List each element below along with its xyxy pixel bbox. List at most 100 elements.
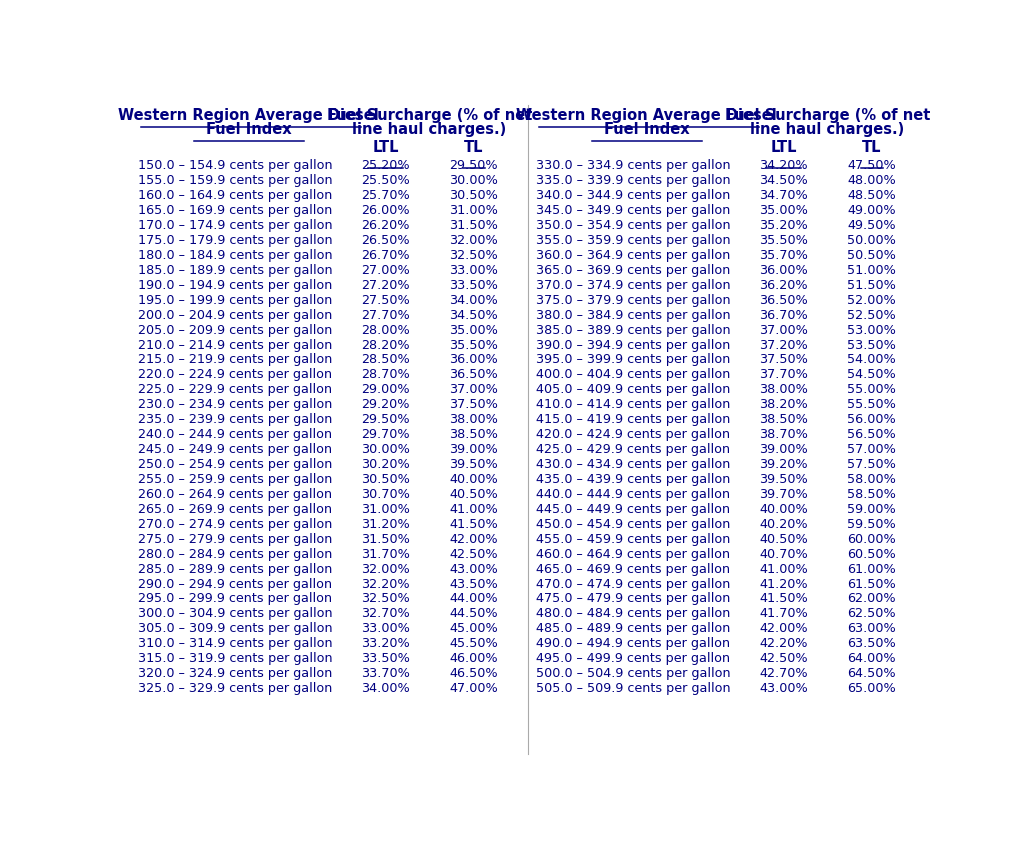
Text: 28.70%: 28.70% bbox=[362, 368, 410, 381]
Text: 31.70%: 31.70% bbox=[362, 548, 410, 561]
Text: 215.0 – 219.9 cents per gallon: 215.0 – 219.9 cents per gallon bbox=[138, 353, 333, 367]
Text: 46.00%: 46.00% bbox=[450, 652, 498, 665]
Text: 35.00%: 35.00% bbox=[759, 204, 808, 217]
Text: 31.50%: 31.50% bbox=[362, 533, 410, 545]
Text: 28.50%: 28.50% bbox=[362, 353, 410, 367]
Text: 350.0 – 354.9 cents per gallon: 350.0 – 354.9 cents per gallon bbox=[536, 219, 730, 232]
Text: 27.20%: 27.20% bbox=[362, 279, 410, 292]
Text: 190.0 – 194.9 cents per gallon: 190.0 – 194.9 cents per gallon bbox=[138, 279, 333, 292]
Text: 37.70%: 37.70% bbox=[759, 368, 808, 381]
Text: 405.0 – 409.9 cents per gallon: 405.0 – 409.9 cents per gallon bbox=[536, 383, 730, 397]
Text: 63.00%: 63.00% bbox=[847, 622, 897, 636]
Text: 34.00%: 34.00% bbox=[450, 294, 498, 306]
Text: Fuel Index: Fuel Index bbox=[604, 122, 689, 137]
Text: 440.0 – 444.9 cents per gallon: 440.0 – 444.9 cents per gallon bbox=[536, 488, 730, 501]
Text: 40.20%: 40.20% bbox=[759, 517, 807, 531]
Text: 62.50%: 62.50% bbox=[847, 608, 897, 620]
Text: 31.00%: 31.00% bbox=[362, 503, 410, 516]
Text: 53.00%: 53.00% bbox=[847, 323, 897, 337]
Text: 48.00%: 48.00% bbox=[847, 174, 897, 187]
Text: 57.00%: 57.00% bbox=[847, 443, 897, 456]
Text: 300.0 – 304.9 cents per gallon: 300.0 – 304.9 cents per gallon bbox=[138, 608, 333, 620]
Text: Fuel Surcharge (% of net: Fuel Surcharge (% of net bbox=[724, 108, 929, 123]
Text: 175.0 – 179.9 cents per gallon: 175.0 – 179.9 cents per gallon bbox=[138, 234, 333, 247]
Text: 35.20%: 35.20% bbox=[759, 219, 808, 232]
Text: 51.00%: 51.00% bbox=[847, 264, 897, 277]
Text: 36.00%: 36.00% bbox=[759, 264, 808, 277]
Text: 310.0 – 314.9 cents per gallon: 310.0 – 314.9 cents per gallon bbox=[138, 637, 333, 650]
Text: 455.0 – 459.9 cents per gallon: 455.0 – 459.9 cents per gallon bbox=[536, 533, 730, 545]
Text: 29.50%: 29.50% bbox=[450, 159, 498, 172]
Text: 480.0 – 484.9 cents per gallon: 480.0 – 484.9 cents per gallon bbox=[536, 608, 730, 620]
Text: 42.00%: 42.00% bbox=[450, 533, 498, 545]
Text: 34.70%: 34.70% bbox=[759, 189, 808, 203]
Text: 25.70%: 25.70% bbox=[362, 189, 410, 203]
Text: Fuel Surcharge (% of net: Fuel Surcharge (% of net bbox=[327, 108, 532, 123]
Text: 360.0 – 364.9 cents per gallon: 360.0 – 364.9 cents per gallon bbox=[536, 248, 730, 262]
Text: 45.50%: 45.50% bbox=[450, 637, 498, 650]
Text: 53.50%: 53.50% bbox=[847, 339, 897, 351]
Text: 50.00%: 50.00% bbox=[847, 234, 897, 247]
Text: 32.50%: 32.50% bbox=[450, 248, 498, 262]
Text: 33.50%: 33.50% bbox=[450, 279, 498, 292]
Text: 29.50%: 29.50% bbox=[362, 414, 410, 426]
Text: 31.20%: 31.20% bbox=[362, 517, 410, 531]
Text: 165.0 – 169.9 cents per gallon: 165.0 – 169.9 cents per gallon bbox=[138, 204, 333, 217]
Text: 27.50%: 27.50% bbox=[362, 294, 410, 306]
Text: 57.50%: 57.50% bbox=[847, 458, 897, 471]
Text: 49.00%: 49.00% bbox=[847, 204, 897, 217]
Text: 55.00%: 55.00% bbox=[847, 383, 897, 397]
Text: 290.0 – 294.9 cents per gallon: 290.0 – 294.9 cents per gallon bbox=[138, 578, 332, 591]
Text: 415.0 – 419.9 cents per gallon: 415.0 – 419.9 cents per gallon bbox=[536, 414, 730, 426]
Text: 32.20%: 32.20% bbox=[362, 578, 410, 591]
Text: 420.0 – 424.9 cents per gallon: 420.0 – 424.9 cents per gallon bbox=[536, 428, 730, 441]
Text: 47.00%: 47.00% bbox=[450, 683, 498, 695]
Text: 39.20%: 39.20% bbox=[759, 458, 807, 471]
Text: 38.70%: 38.70% bbox=[759, 428, 808, 441]
Text: 225.0 – 229.9 cents per gallon: 225.0 – 229.9 cents per gallon bbox=[138, 383, 332, 397]
Text: 265.0 – 269.9 cents per gallon: 265.0 – 269.9 cents per gallon bbox=[138, 503, 332, 516]
Text: 43.50%: 43.50% bbox=[450, 578, 498, 591]
Text: 335.0 – 339.9 cents per gallon: 335.0 – 339.9 cents per gallon bbox=[536, 174, 730, 187]
Text: 34.00%: 34.00% bbox=[362, 683, 410, 695]
Text: 37.50%: 37.50% bbox=[759, 353, 808, 367]
Text: 35.50%: 35.50% bbox=[759, 234, 808, 247]
Text: 26.00%: 26.00% bbox=[362, 204, 410, 217]
Text: 36.50%: 36.50% bbox=[450, 368, 498, 381]
Text: 235.0 – 239.9 cents per gallon: 235.0 – 239.9 cents per gallon bbox=[138, 414, 333, 426]
Text: 59.00%: 59.00% bbox=[847, 503, 897, 516]
Text: 42.70%: 42.70% bbox=[759, 667, 807, 680]
Text: 46.50%: 46.50% bbox=[450, 667, 498, 680]
Text: 295.0 – 299.9 cents per gallon: 295.0 – 299.9 cents per gallon bbox=[138, 592, 332, 606]
Text: 465.0 – 469.9 cents per gallon: 465.0 – 469.9 cents per gallon bbox=[536, 563, 730, 575]
Text: 42.00%: 42.00% bbox=[759, 622, 807, 636]
Text: 36.20%: 36.20% bbox=[759, 279, 807, 292]
Text: 40.50%: 40.50% bbox=[759, 533, 808, 545]
Text: 60.00%: 60.00% bbox=[847, 533, 897, 545]
Text: 370.0 – 374.9 cents per gallon: 370.0 – 374.9 cents per gallon bbox=[536, 279, 730, 292]
Text: 37.00%: 37.00% bbox=[450, 383, 498, 397]
Text: 32.50%: 32.50% bbox=[362, 592, 410, 606]
Text: 36.00%: 36.00% bbox=[450, 353, 498, 367]
Text: 320.0 – 324.9 cents per gallon: 320.0 – 324.9 cents per gallon bbox=[138, 667, 333, 680]
Text: 40.00%: 40.00% bbox=[450, 473, 498, 486]
Text: 63.50%: 63.50% bbox=[847, 637, 897, 650]
Text: 43.00%: 43.00% bbox=[759, 683, 808, 695]
Text: 32.00%: 32.00% bbox=[450, 234, 498, 247]
Text: 240.0 – 244.9 cents per gallon: 240.0 – 244.9 cents per gallon bbox=[138, 428, 332, 441]
Text: 42.50%: 42.50% bbox=[450, 548, 498, 561]
Text: 61.50%: 61.50% bbox=[847, 578, 897, 591]
Text: 400.0 – 404.9 cents per gallon: 400.0 – 404.9 cents per gallon bbox=[536, 368, 730, 381]
Text: 40.50%: 40.50% bbox=[450, 488, 498, 501]
Text: 260.0 – 264.9 cents per gallon: 260.0 – 264.9 cents per gallon bbox=[138, 488, 332, 501]
Text: 28.20%: 28.20% bbox=[362, 339, 410, 351]
Text: 61.00%: 61.00% bbox=[847, 563, 897, 575]
Text: 185.0 – 189.9 cents per gallon: 185.0 – 189.9 cents per gallon bbox=[138, 264, 333, 277]
Text: 47.50%: 47.50% bbox=[847, 159, 897, 172]
Text: line haul charges.): line haul charges.) bbox=[352, 122, 506, 137]
Text: 41.70%: 41.70% bbox=[759, 608, 808, 620]
Text: 355.0 – 359.9 cents per gallon: 355.0 – 359.9 cents per gallon bbox=[536, 234, 730, 247]
Text: 445.0 – 449.9 cents per gallon: 445.0 – 449.9 cents per gallon bbox=[536, 503, 730, 516]
Text: 280.0 – 284.9 cents per gallon: 280.0 – 284.9 cents per gallon bbox=[138, 548, 333, 561]
Text: 36.50%: 36.50% bbox=[759, 294, 808, 306]
